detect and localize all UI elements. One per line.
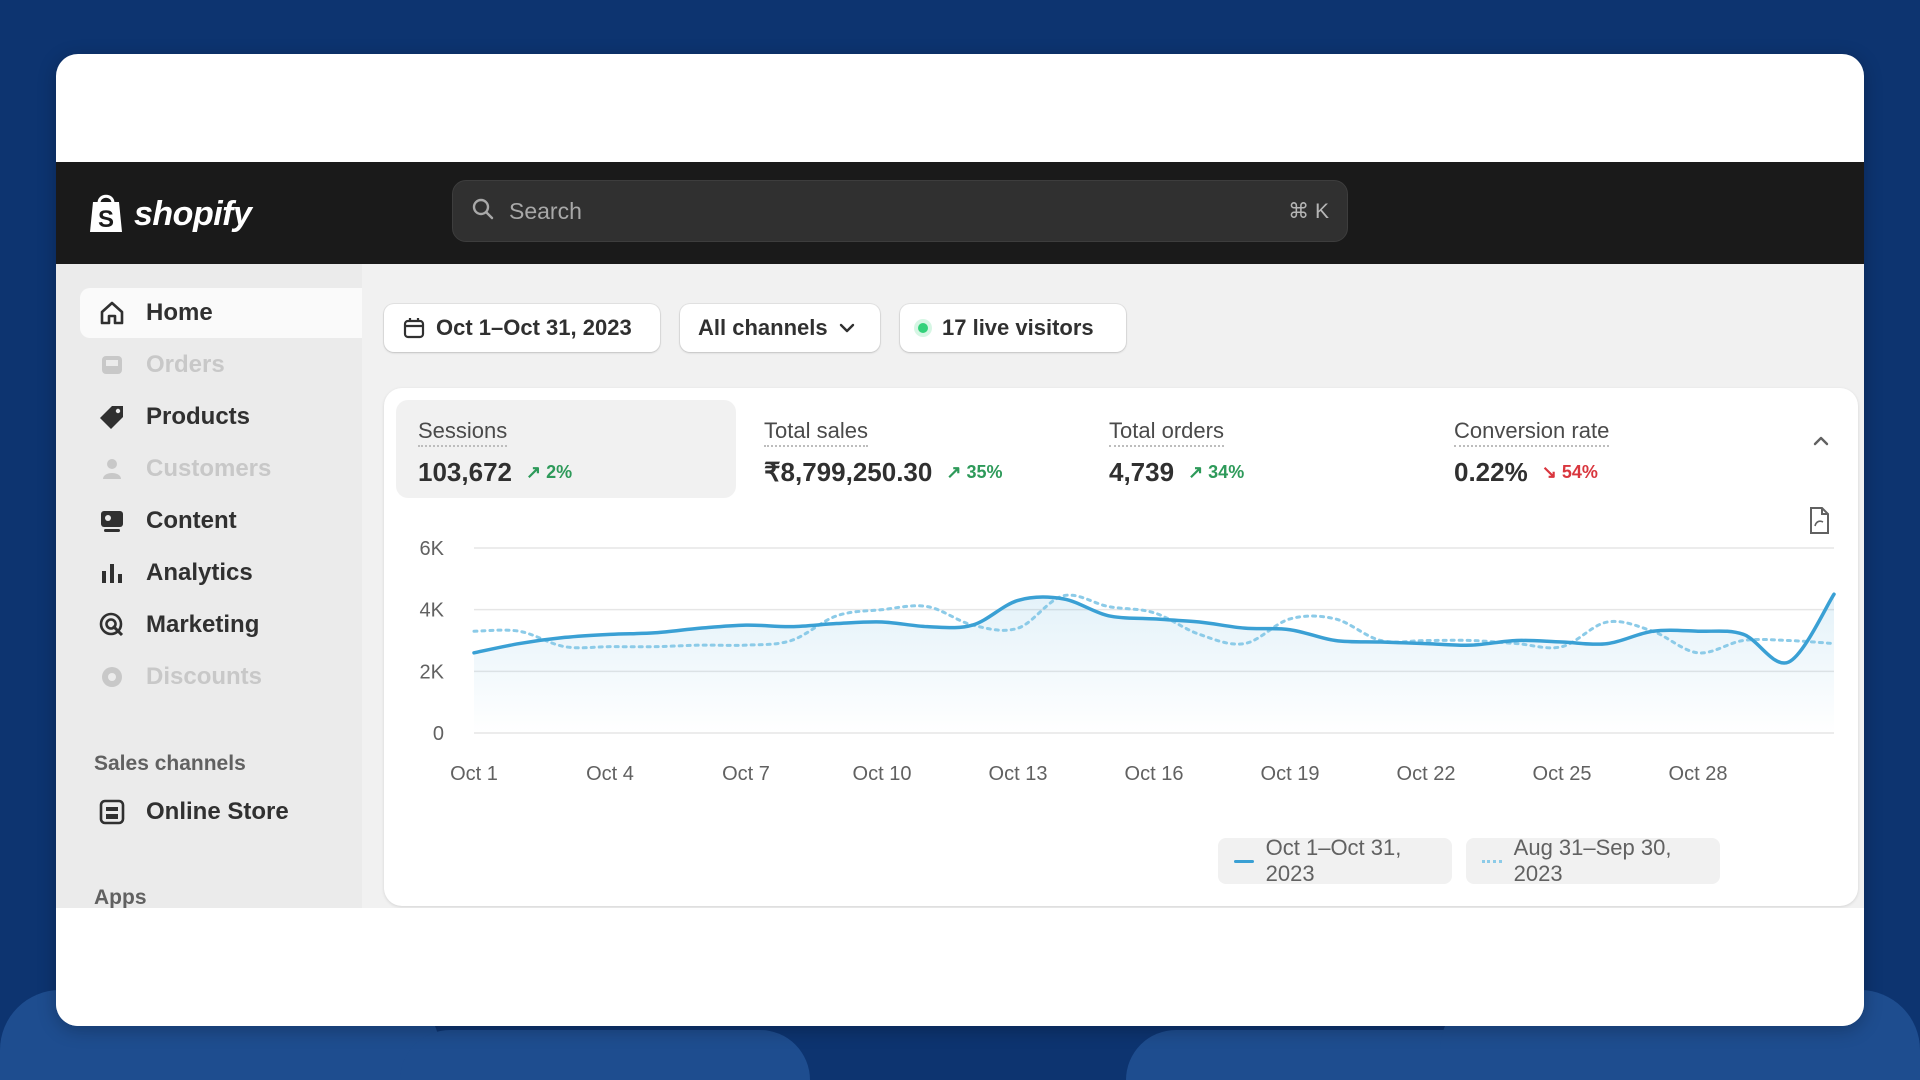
live-visitors-button[interactable]: 17 live visitors <box>900 304 1126 352</box>
search-icon <box>471 197 495 226</box>
y-tick-label: 4K <box>420 600 445 622</box>
metric-total-orders[interactable]: Total orders 4,739 ↗ 34% <box>1087 400 1427 498</box>
x-tick-label: Oct 22 <box>1397 763 1456 785</box>
sidebar-item-label: Orders <box>146 351 225 378</box>
search-input[interactable]: Search ⌘ K <box>452 180 1348 242</box>
sidebar-item-orders[interactable]: Orders <box>80 340 362 390</box>
metric-value: ₹8,799,250.30 <box>764 457 933 487</box>
target-icon <box>98 611 126 639</box>
x-tick-label: Oct 28 <box>1669 763 1728 785</box>
metric-conversion-rate[interactable]: Conversion rate 0.22% ↘ 54% <box>1432 400 1772 498</box>
bar-chart-icon <box>98 559 126 587</box>
metric-change-up: ↗ 2% <box>525 462 573 482</box>
store-icon <box>98 798 126 826</box>
series-area-current <box>474 594 1834 733</box>
metric-value: 103,672 <box>418 457 512 487</box>
sidebar-item-discounts[interactable]: Discounts <box>80 652 362 702</box>
gear-badge-icon <box>98 663 126 691</box>
content-icon <box>98 507 126 535</box>
legend-label: Oct 1–Oct 31, 2023 <box>1265 835 1402 886</box>
metric-label: Total orders <box>1109 418 1224 447</box>
sidebar-item-online-store[interactable]: Online Store <box>80 787 362 837</box>
sidebar-item-analytics[interactable]: Analytics <box>80 548 362 598</box>
search-placeholder: Search <box>509 197 582 224</box>
metric-value: 4,739 <box>1109 457 1175 487</box>
shopify-bag-icon: S <box>86 190 126 239</box>
sidebar-item-products[interactable]: Products <box>80 392 362 442</box>
svg-text:S: S <box>98 206 114 233</box>
live-visitors-label: 17 live visitors <box>942 315 1094 340</box>
background-shape <box>400 1030 810 1080</box>
sidebar-item-label: Customers <box>146 455 272 482</box>
y-tick-label: 0 <box>433 723 444 745</box>
metric-label: Sessions <box>418 418 508 447</box>
sidebar-item-customers[interactable]: Customers <box>80 444 362 494</box>
metric-sessions[interactable]: Sessions 103,672 ↗ 2% <box>396 400 736 498</box>
calendar-icon <box>402 316 426 340</box>
shopify-logo[interactable]: S shopify <box>86 190 252 239</box>
sidebar-item-content[interactable]: Content <box>80 496 362 546</box>
legend-label: Aug 31–Sep 30, 2023 <box>1513 835 1672 886</box>
search-shortcut: ⌘ K <box>1288 199 1329 223</box>
legend-previous-period[interactable]: Aug 31–Sep 30, 2023 <box>1466 835 1720 886</box>
metric-label: Conversion rate <box>1454 418 1610 447</box>
x-tick-label: Oct 16 <box>1125 763 1184 785</box>
x-tick-label: Oct 13 <box>989 763 1048 785</box>
sidebar-item-label: Content <box>146 507 237 534</box>
sidebar-item-label: Products <box>146 403 251 430</box>
dotted-line-swatch <box>1482 859 1502 863</box>
metric-total-sales[interactable]: Total sales ₹8,799,250.30 ↗ 35% <box>742 400 1082 498</box>
x-tick-label: Oct 19 <box>1261 763 1320 785</box>
chevron-up-icon[interactable] <box>1810 430 1832 457</box>
screenshot-card: S shopify Search ⌘ K Home <box>56 54 1864 1026</box>
channels-label: All channels <box>698 315 828 340</box>
chevron-down-icon <box>838 319 856 337</box>
x-tick-label: Oct 4 <box>586 763 634 785</box>
x-tick-label: Oct 7 <box>722 763 770 785</box>
x-tick-label: Oct 1 <box>450 763 498 785</box>
metric-change-up: ↗ 34% <box>1188 462 1245 482</box>
sidebar-item-label: Home <box>146 299 213 326</box>
sidebar-item-marketing[interactable]: Marketing <box>80 600 362 650</box>
top-bar: S shopify Search ⌘ K <box>56 162 1864 264</box>
metric-change-down: ↘ 54% <box>1541 462 1598 482</box>
metric-value: 0.22% <box>1454 457 1528 487</box>
x-tick-label: Oct 25 <box>1533 763 1592 785</box>
logo-text: shopify <box>134 195 252 233</box>
date-range-label: Oct 1–Oct 31, 2023 <box>436 315 632 340</box>
admin-body: Home Orders Products Customers <box>56 264 1864 909</box>
metrics-panel: Sessions 103,672 ↗ 2% Total sales ₹8,799… <box>384 388 1858 906</box>
inbox-icon <box>98 351 126 379</box>
apps-heading: Apps <box>94 886 147 909</box>
solid-line-swatch <box>1234 859 1254 863</box>
export-file-icon[interactable] <box>1806 506 1832 541</box>
date-range-button[interactable]: Oct 1–Oct 31, 2023 <box>384 304 660 352</box>
metric-change-up: ↗ 35% <box>946 462 1003 482</box>
sidebar-item-label: Analytics <box>146 559 253 586</box>
legend-current-period[interactable]: Oct 1–Oct 31, 2023 <box>1218 835 1452 886</box>
y-tick-label: 6K <box>420 538 445 560</box>
series-line-previous <box>472 593 1836 655</box>
x-tick-label: Oct 10 <box>853 763 912 785</box>
sidebar-item-label: Marketing <box>146 611 260 638</box>
sales-channels-heading: Sales channels <box>94 752 246 775</box>
person-icon <box>98 455 126 483</box>
y-tick-label: 2K <box>420 661 445 683</box>
series-line-current <box>472 592 1836 665</box>
sidebar-item-label: Discounts <box>146 663 263 690</box>
home-icon <box>98 299 126 327</box>
sidebar: Home Orders Products Customers <box>56 264 362 909</box>
metric-label: Total sales <box>764 418 868 447</box>
live-status-dot <box>918 323 928 333</box>
sidebar-item-label: Online Store <box>146 798 289 825</box>
channels-dropdown[interactable]: All channels <box>680 304 880 352</box>
sessions-line-chart: 6K 4K 2K 0 Oct 1 Oct 4 Oct 7 Oct 10 Oct 13 Oct 1… <box>420 538 1836 785</box>
card-footer <box>56 908 1864 1026</box>
tag-icon <box>98 403 126 431</box>
sidebar-item-home[interactable]: Home <box>80 288 362 338</box>
main-content: Oct 1–Oct 31, 2023 All channels 17 live … <box>362 264 1864 908</box>
